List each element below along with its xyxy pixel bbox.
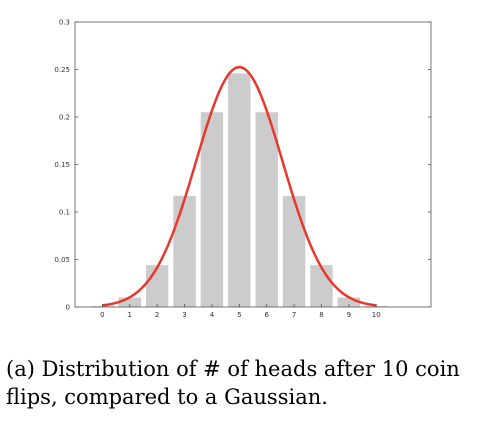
x-tick-label: 4	[210, 311, 215, 319]
chart: 0 0.05 0.1 0.15 0.2 0.25 0.3 0 1 2 3 4 5 6 7 8 9 10	[54, 19, 432, 319]
y-tick-label: 0.3	[59, 19, 70, 27]
bars-group	[91, 73, 388, 307]
x-tick-label: 6	[264, 311, 269, 319]
bar-2	[145, 265, 169, 307]
y-tick-label: 0.2	[59, 114, 70, 122]
gaussian-curve	[102, 65, 377, 307]
bar-5	[228, 73, 251, 307]
y-axis: 0 0.05 0.1 0.15 0.2 0.25 0.3	[54, 19, 431, 312]
x-tick-label: 1	[128, 311, 132, 319]
bar-9	[337, 297, 361, 307]
y-tick-label: 0.05	[54, 256, 70, 264]
x-tick-label: 9	[347, 311, 351, 319]
y-tick-label: 0	[66, 304, 70, 312]
bar-7	[282, 195, 306, 307]
y-tick-label: 0.1	[59, 209, 70, 217]
x-tick-label: 5	[237, 311, 241, 319]
x-tick-label: 3	[182, 311, 186, 319]
x-axis: 0 1 2 3 4 5 6 7 8 9 10	[100, 304, 381, 319]
bar-1	[118, 297, 141, 307]
plot-frame	[74, 21, 432, 308]
bar-3	[173, 195, 196, 307]
bar-4	[200, 112, 224, 307]
x-tick-label: 10	[372, 311, 381, 319]
x-tick-label: 8	[319, 311, 323, 319]
y-tick-label: 0.15	[54, 161, 70, 169]
bar-8	[310, 265, 333, 307]
x-tick-label: 7	[292, 311, 296, 319]
figure-caption: (a) Distribution of # of heads after 10 …	[6, 357, 460, 409]
y-tick-label: 0.25	[54, 66, 70, 74]
bar-6	[255, 112, 278, 307]
x-tick-label: 2	[155, 311, 159, 319]
x-tick-label: 0	[100, 311, 104, 319]
